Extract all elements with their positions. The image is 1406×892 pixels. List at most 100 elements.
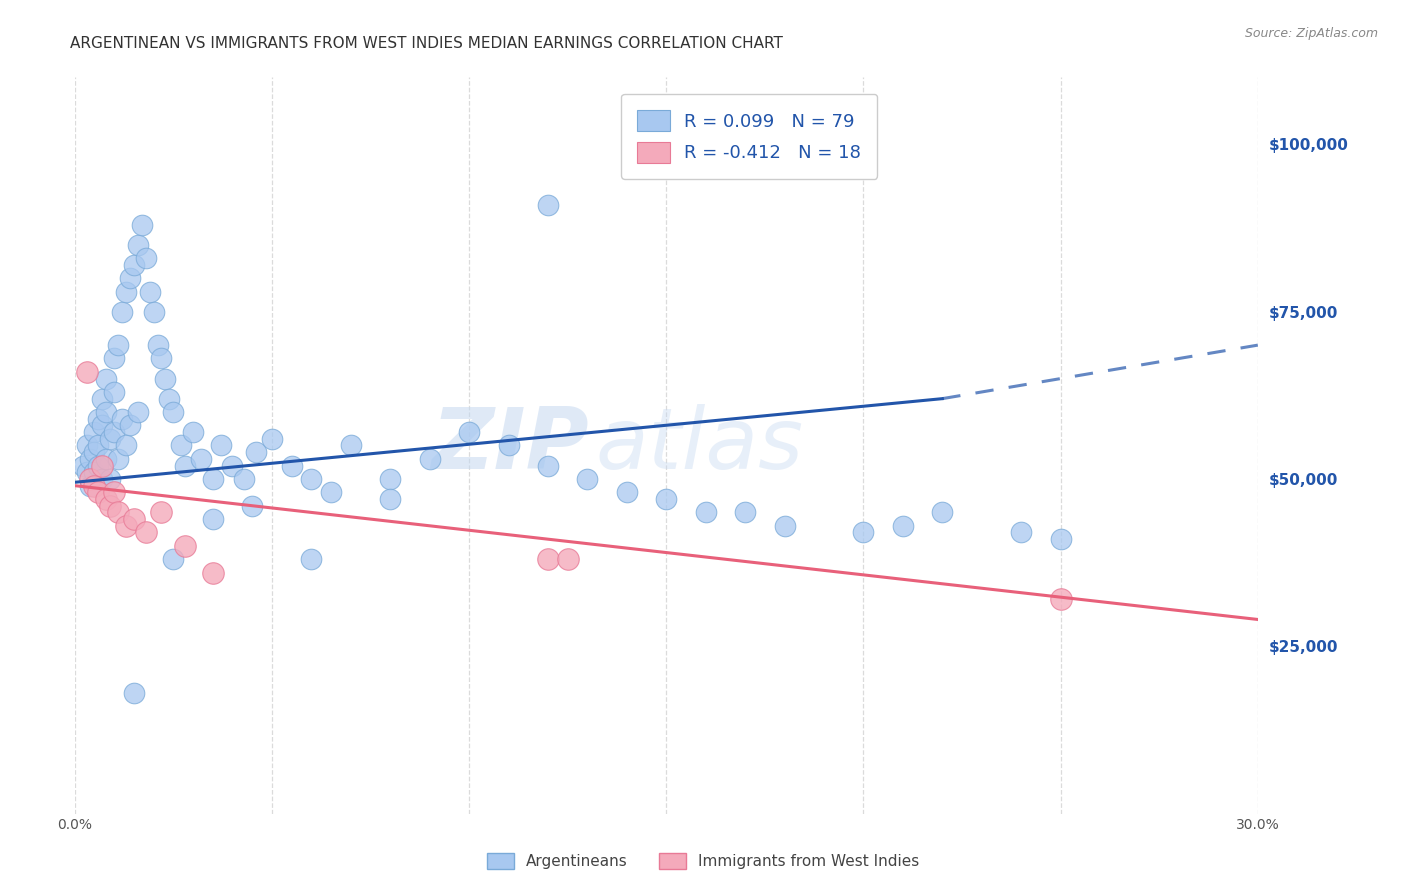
Point: [1010, 525, 1032, 540]
Point: [162, 552, 184, 566]
Point: [419, 451, 441, 466]
Point: [98, 432, 121, 446]
Point: [122, 686, 145, 700]
Point: [1049, 532, 1071, 546]
Point: [174, 539, 197, 553]
Point: [87, 411, 110, 425]
Point: [115, 518, 138, 533]
Point: [107, 338, 129, 352]
Point: [127, 405, 149, 419]
Point: [107, 451, 129, 466]
Point: [380, 472, 402, 486]
Point: [339, 438, 361, 452]
Point: [111, 304, 134, 318]
Point: [131, 218, 153, 232]
Point: [157, 392, 180, 406]
Point: [83, 445, 105, 459]
Point: [122, 258, 145, 272]
Text: ARGENTINEAN VS IMMIGRANTS FROM WEST INDIES MEDIAN EARNINGS CORRELATION CHART: ARGENTINEAN VS IMMIGRANTS FROM WEST INDI…: [70, 36, 783, 51]
Point: [931, 505, 953, 519]
Point: [76, 465, 98, 479]
Point: [150, 351, 173, 366]
Point: [72, 458, 94, 473]
Point: [76, 365, 98, 379]
Point: [655, 491, 678, 506]
Point: [96, 405, 118, 419]
Point: [87, 458, 110, 473]
Point: [135, 525, 157, 540]
Point: [91, 458, 114, 473]
Point: [76, 438, 98, 452]
Point: [96, 491, 118, 506]
Point: [174, 458, 197, 473]
Point: [537, 552, 560, 566]
Point: [557, 552, 579, 566]
Legend: Argentineans, Immigrants from West Indies: Argentineans, Immigrants from West Indie…: [481, 847, 925, 875]
Point: [498, 438, 520, 452]
Point: [380, 491, 402, 506]
Point: [773, 518, 796, 533]
Point: [79, 478, 101, 492]
Point: [181, 425, 204, 439]
Point: [233, 472, 256, 486]
Point: [891, 518, 914, 533]
Point: [245, 445, 267, 459]
Point: [127, 237, 149, 252]
Point: [103, 425, 125, 439]
Point: [162, 405, 184, 419]
Point: [537, 458, 560, 473]
Point: [695, 505, 717, 519]
Text: ZIP: ZIP: [432, 404, 589, 487]
Point: [201, 472, 224, 486]
Point: [170, 438, 193, 452]
Point: [98, 499, 121, 513]
Point: [96, 451, 118, 466]
Point: [115, 285, 138, 299]
Point: [91, 472, 114, 486]
Point: [87, 438, 110, 452]
Point: [83, 425, 105, 439]
Text: atlas: atlas: [595, 404, 803, 487]
Point: [260, 432, 283, 446]
Point: [240, 499, 263, 513]
Point: [299, 472, 322, 486]
Point: [122, 512, 145, 526]
Point: [79, 451, 101, 466]
Point: [83, 465, 105, 479]
Point: [299, 552, 322, 566]
Point: [111, 411, 134, 425]
Point: [142, 304, 165, 318]
Point: [103, 351, 125, 366]
Point: [107, 505, 129, 519]
Point: [201, 566, 224, 580]
Point: [115, 438, 138, 452]
Point: [190, 451, 212, 466]
Point: [96, 371, 118, 385]
Point: [103, 485, 125, 500]
Point: [1049, 592, 1071, 607]
Point: [118, 418, 141, 433]
Point: [91, 418, 114, 433]
Point: [135, 251, 157, 265]
Point: [103, 384, 125, 399]
Point: [576, 472, 599, 486]
Point: [201, 512, 224, 526]
Point: [79, 472, 101, 486]
Point: [280, 458, 302, 473]
Point: [146, 338, 169, 352]
Point: [209, 438, 232, 452]
Point: [118, 271, 141, 285]
Point: [221, 458, 243, 473]
Point: [138, 285, 160, 299]
Point: [319, 485, 342, 500]
Point: [87, 485, 110, 500]
Text: Source: ZipAtlas.com: Source: ZipAtlas.com: [1244, 27, 1378, 40]
Point: [98, 472, 121, 486]
Point: [150, 505, 173, 519]
Point: [155, 371, 177, 385]
Point: [537, 197, 560, 211]
Point: [734, 505, 756, 519]
Point: [616, 485, 638, 500]
Legend: R = 0.099   N = 79, R = -0.412   N = 18: R = 0.099 N = 79, R = -0.412 N = 18: [621, 94, 877, 179]
Point: [458, 425, 481, 439]
